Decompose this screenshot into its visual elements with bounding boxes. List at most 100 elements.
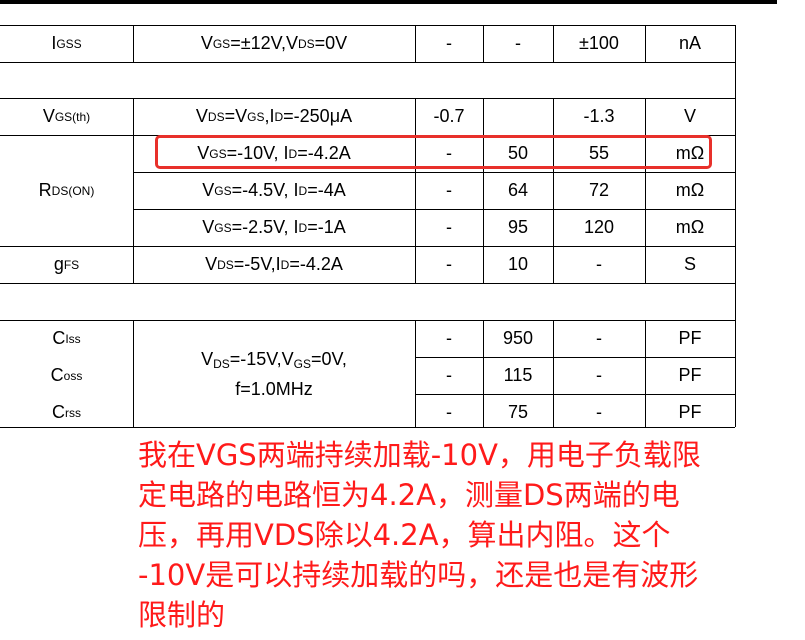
cond-text: =-1A <box>307 217 346 237</box>
unit-value: mΩ <box>675 180 705 200</box>
cond-text: V <box>200 33 213 53</box>
typ-value: 64 <box>507 180 529 200</box>
cond-text: =0V <box>314 33 348 53</box>
cond-subscript: DS <box>213 356 230 371</box>
symbol: C <box>52 402 65 422</box>
column-divider <box>483 98 484 283</box>
max-value: - <box>596 328 602 348</box>
cond-text: V <box>197 143 210 163</box>
parameter-symbol: R DS(ON) <box>0 135 133 246</box>
max-value: 72 <box>588 180 610 200</box>
test-condition: V GS =-4.5V, I D =-4A <box>133 172 415 209</box>
min-value: - <box>446 217 452 237</box>
unit-value: nA <box>678 33 702 53</box>
cond-line: VDS=-15V,VGS=0V, <box>201 349 347 371</box>
cond-text: =-4.5V, I <box>231 180 299 200</box>
cond-text: =0V, <box>311 348 347 369</box>
min-value: - <box>446 365 452 385</box>
parameter-symbol: C Iss <box>0 320 133 357</box>
cond-text: V <box>205 254 218 274</box>
cond-subscript: DS <box>207 109 225 124</box>
cond-subscript: DS <box>217 257 234 272</box>
unit-value: S <box>683 254 696 274</box>
symbol-subscript: Iss <box>65 331 81 346</box>
column-divider <box>645 98 646 283</box>
max-value: 120 <box>583 217 615 237</box>
typ-value: 95 <box>507 217 529 237</box>
symbol: I <box>51 33 57 53</box>
cond-text: ,I <box>264 106 275 126</box>
min-value: - <box>446 402 452 422</box>
column-divider <box>645 320 646 427</box>
row-divider <box>415 394 735 395</box>
cond-text: =-10V, I <box>226 143 289 163</box>
cond-text: =V <box>224 106 248 126</box>
row-divider <box>0 246 735 247</box>
column-divider <box>133 320 134 427</box>
cond-subscript: GS <box>214 220 232 235</box>
column-divider <box>553 320 554 427</box>
annotation-line: 定电路的电路恒为4.2A，测量DS两端的电 <box>138 478 680 512</box>
min-value: - <box>446 180 452 200</box>
row-divider <box>0 98 735 99</box>
test-condition: V DS =V GS ,I D =-250μA <box>133 98 415 135</box>
cond-text: =-4.2A <box>289 254 343 274</box>
unit-value: V <box>683 106 696 126</box>
min-value: - <box>446 328 452 348</box>
typ-value: 115 <box>503 365 533 385</box>
row-divider <box>133 209 735 210</box>
cond-subscript: GS <box>214 183 232 198</box>
max-value: - <box>596 365 602 385</box>
max-value: ±100 <box>579 33 619 53</box>
column-divider <box>483 320 484 427</box>
typ-value: 50 <box>507 143 529 163</box>
column-divider <box>415 98 416 283</box>
min-value: - <box>446 143 452 163</box>
cond-text: =±12V,V <box>230 33 298 53</box>
column-divider <box>415 320 416 427</box>
test-condition: V DS =-5V,I D =-4.2A <box>133 246 415 283</box>
typ-value: - <box>515 33 521 53</box>
symbol: C <box>52 328 66 348</box>
row-divider <box>0 25 735 26</box>
unit-value: PF <box>678 402 702 422</box>
min-value: -0.7 <box>433 106 465 126</box>
test-condition: V GS =±12V,V DS =0V <box>133 25 415 62</box>
cond-text: V <box>202 217 215 237</box>
typ-value: 10 <box>507 254 529 274</box>
top-rule <box>0 0 777 4</box>
typ-value <box>483 98 553 135</box>
unit-value: mΩ <box>675 217 705 237</box>
symbol-subscript: FS <box>63 257 80 272</box>
cond-subscript: D <box>280 257 290 272</box>
cond-text: V <box>202 180 215 200</box>
capacitance-condition: VDS=-15V,VGS=0V, f=1.0MHz <box>133 322 415 426</box>
row-divider <box>0 62 735 63</box>
symbol-subscript: rss <box>65 405 81 420</box>
cond-text: =-4A <box>307 180 346 200</box>
cond-subscript: GS <box>212 36 231 51</box>
symbol-subscript: DS(ON) <box>51 183 95 198</box>
min-value: - <box>446 33 452 53</box>
max-value: - <box>596 402 602 422</box>
unit-value: PF <box>678 328 702 348</box>
cond-subscript: DS <box>297 36 315 51</box>
column-divider <box>645 25 646 62</box>
symbol: R <box>38 180 52 200</box>
cond-subscript: GS <box>209 146 227 161</box>
unit-value: PF <box>678 365 702 385</box>
cond-text: =-15V,V <box>229 348 294 369</box>
cond-subscript: GS <box>247 109 265 124</box>
symbol-subscript: GS(th) <box>54 109 91 124</box>
test-condition: V GS =-10V, I D =-4.2A <box>133 135 415 172</box>
symbol: g <box>53 254 64 274</box>
column-divider <box>483 25 484 62</box>
cond-subscript: D <box>298 183 308 198</box>
column-divider <box>133 25 134 62</box>
symbol: C <box>50 365 64 385</box>
annotation-line: -10V是可以持续加载的吗，还是也是有波形 <box>138 558 699 592</box>
column-divider <box>415 25 416 62</box>
unit-value: mΩ <box>675 143 705 163</box>
test-condition: V GS =-2.5V, I D =-1A <box>133 209 415 246</box>
